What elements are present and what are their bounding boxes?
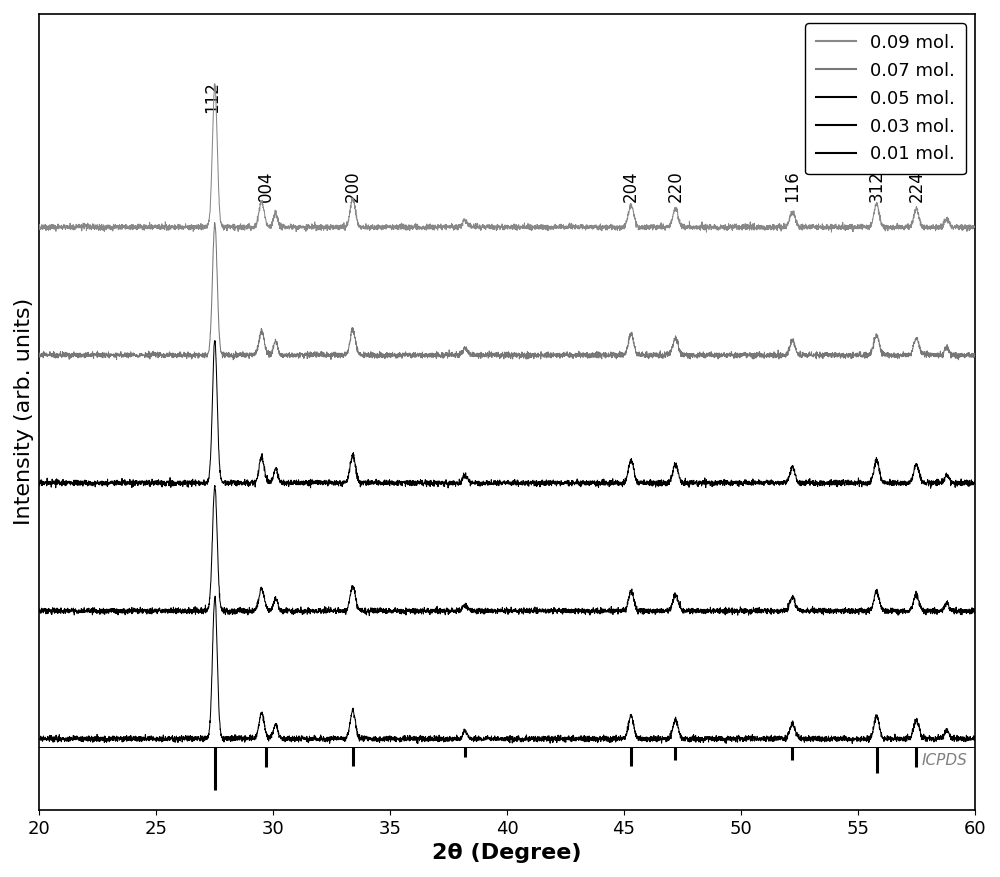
Text: 204: 204 (622, 170, 640, 202)
Text: 224: 224 (907, 170, 925, 202)
X-axis label: 2θ (Degree): 2θ (Degree) (432, 843, 582, 863)
Text: ICPDS: ICPDS (922, 753, 968, 768)
Text: 312: 312 (868, 169, 886, 202)
Text: 004: 004 (257, 170, 275, 202)
Text: 200: 200 (344, 170, 362, 202)
Y-axis label: Intensity (arb. units): Intensity (arb. units) (14, 298, 34, 525)
Text: 220: 220 (666, 170, 684, 202)
Legend: 0.09 mol., 0.07 mol., 0.05 mol., 0.03 mol., 0.01 mol.: 0.09 mol., 0.07 mol., 0.05 mol., 0.03 mo… (805, 23, 966, 175)
Text: 116: 116 (783, 170, 801, 202)
Text: 112: 112 (203, 82, 221, 113)
